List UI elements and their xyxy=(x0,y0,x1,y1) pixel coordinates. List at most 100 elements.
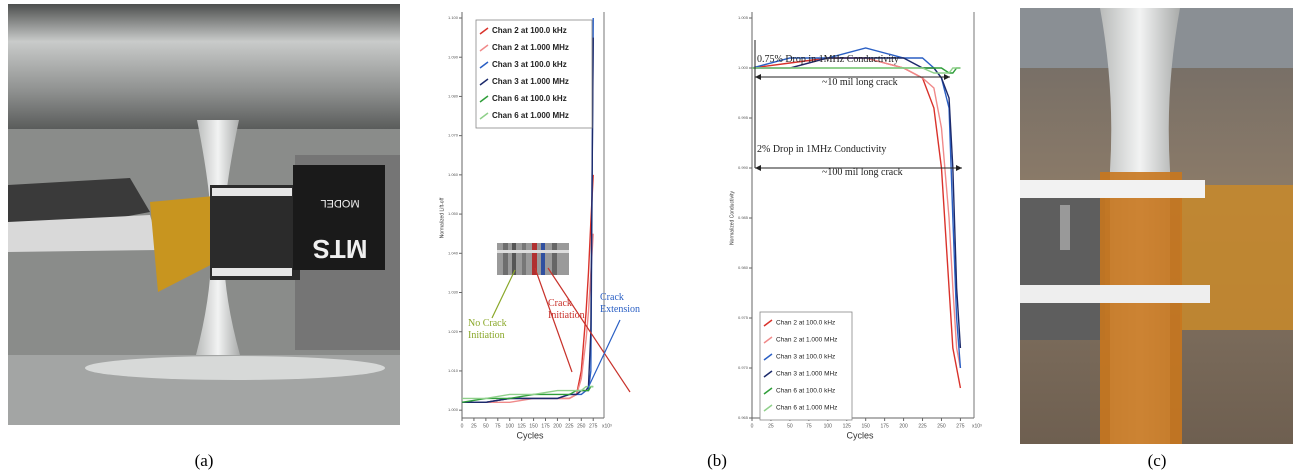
photo-a: MTS MODEL xyxy=(8,4,400,425)
y-tick-label: 1.010 xyxy=(448,368,459,373)
annotation: Crack Extension xyxy=(600,292,640,315)
legend-swatch xyxy=(763,336,773,344)
x-tick-label: 100 xyxy=(506,423,515,429)
y-tick-label: 1.090 xyxy=(448,54,459,59)
legend-swatch xyxy=(763,319,773,327)
annotation: ~100 mil long crack xyxy=(822,167,903,178)
y-tick-label: 0.995 xyxy=(738,115,749,120)
x-tick-label: 275 xyxy=(956,423,965,429)
x-tick-label: 200 xyxy=(553,423,562,429)
y-tick-label: 0.970 xyxy=(738,365,749,370)
legend-label: Chan 6 at 100.0 kHz xyxy=(492,94,567,103)
legend-label: Chan 2 at 100.0 kHz xyxy=(776,320,835,327)
legend-swatch xyxy=(763,370,773,378)
legend-label: Chan 3 at 100.0 kHz xyxy=(776,354,835,361)
x-tick-label: 125 xyxy=(517,423,526,429)
annotation: 2% Drop in 1MHz Conductivity xyxy=(757,144,887,155)
caption: (c) xyxy=(1148,451,1167,470)
legend-swatch xyxy=(479,95,489,103)
x-tick-label: 225 xyxy=(565,423,574,429)
legend-swatch xyxy=(763,387,773,395)
legend-swatch xyxy=(479,27,489,35)
annotation-arrow xyxy=(491,269,516,319)
x-multiplier: x10³ xyxy=(972,423,982,429)
annotation-arrow xyxy=(587,319,621,389)
annotation: Crack Initiation xyxy=(548,298,585,321)
y-tick-label: 0.980 xyxy=(738,265,749,270)
x-tick-label: 50 xyxy=(483,423,489,429)
legend-label: Chan 2 at 1.000 MHz xyxy=(492,43,569,52)
x-tick-label: 275 xyxy=(589,423,598,429)
legend-box xyxy=(759,311,853,421)
x-tick-label: 75 xyxy=(806,423,812,429)
legend-label: Chan 3 at 1.000 MHz xyxy=(492,77,569,86)
y-tick-label: 0.965 xyxy=(738,415,749,420)
arrow-head xyxy=(956,165,962,171)
x-axis-label: Cycles xyxy=(846,430,874,440)
x-tick-label: 25 xyxy=(768,423,774,429)
annotation-arrow xyxy=(534,267,573,373)
x-tick-label: 25 xyxy=(471,423,477,429)
arrow-head xyxy=(755,165,761,171)
x-tick-label: 100 xyxy=(824,423,833,429)
x-tick-label: 150 xyxy=(862,423,871,429)
x-tick-label: 225 xyxy=(918,423,927,429)
x-tick-label: 150 xyxy=(529,423,538,429)
legend-label: Chan 3 at 1.000 MHz xyxy=(776,371,837,378)
y-tick-label: 1.020 xyxy=(448,329,459,334)
x-tick-label: 75 xyxy=(495,423,501,429)
y-tick-label: 1.005 xyxy=(738,15,749,20)
legend-swatch xyxy=(479,44,489,52)
caption: (b) xyxy=(707,451,727,470)
series-line xyxy=(461,385,594,404)
x-tick-label: 250 xyxy=(577,423,586,429)
arrow-head xyxy=(755,74,761,80)
y-tick-label: 0.990 xyxy=(738,165,749,170)
x-tick-label: 175 xyxy=(880,423,889,429)
y-tick-label: 0.975 xyxy=(738,315,749,320)
x-multiplier: x10³ xyxy=(602,423,612,429)
arrow-head xyxy=(944,74,950,80)
x-tick-label: 175 xyxy=(541,423,550,429)
y-tick-label: 1.100 xyxy=(448,15,459,20)
legend-swatch xyxy=(479,78,489,86)
x-tick-label: 125 xyxy=(843,423,852,429)
legend-label: Chan 3 at 100.0 kHz xyxy=(492,60,567,69)
x-tick-label: 0 xyxy=(751,423,754,429)
y-tick-label: 1.030 xyxy=(448,290,459,295)
inset-photo xyxy=(497,243,569,275)
legend-swatch xyxy=(763,353,773,361)
y-tick-label: 1.000 xyxy=(738,65,749,70)
legend-swatch xyxy=(763,404,773,412)
x-tick-label: 0 xyxy=(461,423,464,429)
y-tick-label: 1.080 xyxy=(448,93,459,98)
legend-swatch xyxy=(479,61,489,69)
legend-label: Chan 6 at 1.000 MHz xyxy=(776,405,837,412)
series-line xyxy=(462,233,594,404)
y-tick-label: 1.070 xyxy=(448,133,459,138)
legend-box xyxy=(475,19,593,129)
y-axis-label: Normalized Conductivity xyxy=(729,191,735,245)
photo-c xyxy=(1020,8,1293,444)
y-tick-label: 1.000 xyxy=(448,407,459,412)
y-tick-label: 0.985 xyxy=(738,215,749,220)
series-line xyxy=(752,67,961,74)
y-tick-label: 1.040 xyxy=(448,250,459,255)
legend-label: Chan 6 at 1.000 MHz xyxy=(492,111,569,120)
series-line xyxy=(751,57,962,389)
annotation-arrow xyxy=(547,267,631,393)
annotation: No Crack Initiation xyxy=(468,318,507,341)
x-tick-label: 50 xyxy=(787,423,793,429)
x-tick-label: 200 xyxy=(899,423,908,429)
x-axis-label: Cycles xyxy=(516,430,544,440)
caption: (a) xyxy=(195,451,214,470)
y-tick-label: 1.060 xyxy=(448,172,459,177)
x-tick-label: 250 xyxy=(937,423,946,429)
y-tick-label: 1.050 xyxy=(448,211,459,216)
device-label: MODEL xyxy=(320,197,359,209)
series-line xyxy=(751,47,962,369)
legend-label: Chan 6 at 100.0 kHz xyxy=(776,388,835,395)
legend-swatch xyxy=(479,112,489,120)
